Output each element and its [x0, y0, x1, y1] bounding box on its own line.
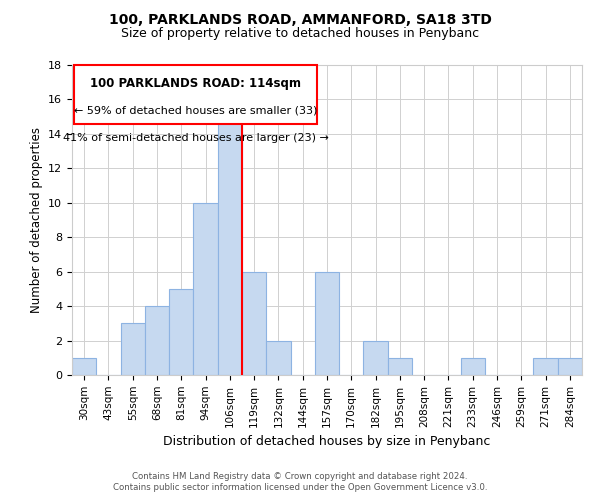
Bar — [558, 358, 582, 375]
Bar — [388, 358, 412, 375]
Bar — [193, 203, 218, 375]
Text: 100 PARKLANDS ROAD: 114sqm: 100 PARKLANDS ROAD: 114sqm — [91, 78, 301, 90]
Bar — [242, 272, 266, 375]
Bar — [315, 272, 339, 375]
Text: Size of property relative to detached houses in Penybanc: Size of property relative to detached ho… — [121, 28, 479, 40]
Text: 100, PARKLANDS ROAD, AMMANFORD, SA18 3TD: 100, PARKLANDS ROAD, AMMANFORD, SA18 3TD — [109, 12, 491, 26]
Bar — [533, 358, 558, 375]
Bar — [218, 116, 242, 375]
Text: Contains HM Land Registry data © Crown copyright and database right 2024.: Contains HM Land Registry data © Crown c… — [132, 472, 468, 481]
FancyBboxPatch shape — [74, 65, 317, 124]
Text: 41% of semi-detached houses are larger (23) →: 41% of semi-detached houses are larger (… — [63, 133, 329, 143]
Y-axis label: Number of detached properties: Number of detached properties — [29, 127, 43, 313]
X-axis label: Distribution of detached houses by size in Penybanc: Distribution of detached houses by size … — [163, 435, 491, 448]
Text: Contains public sector information licensed under the Open Government Licence v3: Contains public sector information licen… — [113, 484, 487, 492]
Text: ← 59% of detached houses are smaller (33): ← 59% of detached houses are smaller (33… — [74, 106, 317, 116]
Bar — [364, 340, 388, 375]
Bar — [169, 289, 193, 375]
Bar — [145, 306, 169, 375]
Bar — [266, 340, 290, 375]
Bar — [72, 358, 96, 375]
Bar — [461, 358, 485, 375]
Bar — [121, 324, 145, 375]
